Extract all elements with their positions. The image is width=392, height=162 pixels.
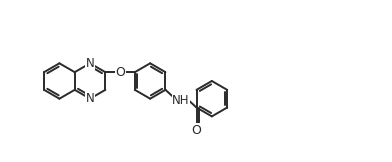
Text: O: O bbox=[192, 124, 201, 137]
Text: O: O bbox=[115, 66, 125, 79]
Text: N: N bbox=[85, 57, 94, 70]
Text: NH: NH bbox=[172, 94, 190, 107]
Text: N: N bbox=[85, 92, 94, 105]
